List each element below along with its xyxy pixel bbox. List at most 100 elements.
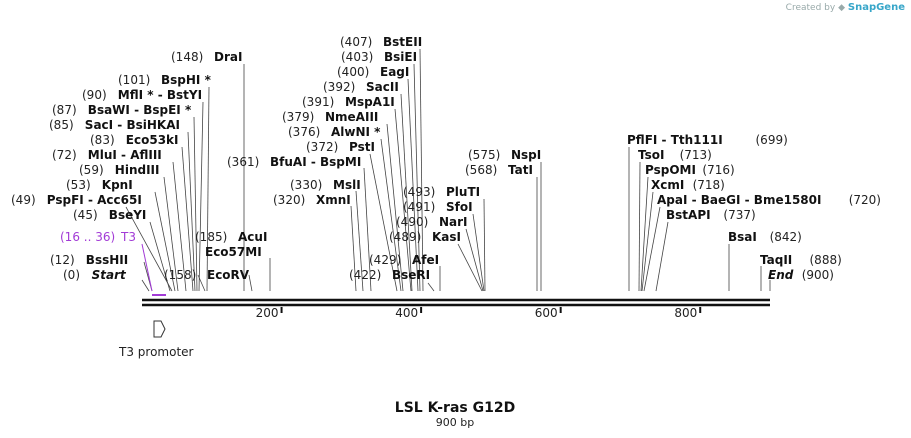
site-position: (720) bbox=[849, 193, 881, 207]
site-position: (900) bbox=[802, 268, 834, 282]
site-bfuai-bspmi[interactable]: (361) BfuAI - BspMI bbox=[227, 155, 361, 169]
site-position: (491) bbox=[403, 200, 435, 214]
site-position: (575) bbox=[468, 148, 500, 162]
connector-pspfi bbox=[125, 206, 173, 292]
site-position: (403) bbox=[341, 50, 373, 64]
site-pspfi-acc65i[interactable]: (49) PspFI - Acc65I bbox=[11, 193, 142, 207]
site-bseri[interactable]: (422) BseRI bbox=[349, 268, 430, 282]
site-taqii[interactable]: TaqII (888) bbox=[760, 253, 842, 267]
site-sacii[interactable]: (392) SacII bbox=[323, 80, 399, 94]
site-bsawi-bspei[interactable]: (87) BsaWI - BspEI * bbox=[52, 103, 192, 117]
site-position: (888) bbox=[810, 253, 842, 267]
connector-kasi bbox=[457, 243, 483, 292]
site-pflfi-tth111i[interactable]: PflFI - Tth111I (699) bbox=[627, 133, 788, 147]
site-bseyi[interactable]: (45) BseYI bbox=[73, 208, 146, 222]
site-name: MluI - AflIII bbox=[88, 148, 162, 162]
site-tsoi[interactable]: TsoI (713) bbox=[638, 148, 712, 162]
site-sfoi[interactable]: (491) SfoI bbox=[403, 200, 473, 214]
site-position: (699) bbox=[756, 133, 788, 147]
connector-sacii bbox=[400, 93, 413, 292]
connector-tsoi bbox=[638, 161, 641, 292]
site-mfli-bstyi[interactable]: (90) MflI * - BstYI bbox=[82, 88, 202, 102]
primer-t3[interactable]: (16 .. 36) T3 bbox=[60, 230, 166, 296]
site-name: PflFI - Tth111I bbox=[627, 133, 723, 147]
site-position: (376) bbox=[288, 125, 320, 139]
site-eco53ki[interactable]: (83) Eco53kI bbox=[90, 133, 179, 147]
site-position: (400) bbox=[337, 65, 369, 79]
site-name: TatI bbox=[508, 163, 533, 177]
site-nari[interactable]: (490) NarI bbox=[396, 215, 468, 229]
site-eco57mi[interactable]: Eco57MI bbox=[205, 245, 262, 259]
site-bsiei[interactable]: (403) BsiEI bbox=[341, 50, 417, 64]
site-name: Eco53kI bbox=[126, 133, 179, 147]
site-name: BsaWI - BspEI * bbox=[88, 103, 192, 117]
connector-bsawi bbox=[193, 116, 198, 292]
site-nmeaiii[interactable]: (379) NmeAIII bbox=[282, 110, 378, 124]
connector-bsiei bbox=[413, 63, 421, 292]
site-bstapi[interactable]: BstAPI (737) bbox=[666, 208, 756, 222]
site-drai[interactable]: (148) DraI bbox=[171, 50, 242, 64]
connector-acui bbox=[248, 274, 253, 292]
connector-lines bbox=[125, 48, 771, 292]
site-afei[interactable]: (429) AfeI bbox=[369, 253, 439, 267]
site-msli[interactable]: (330) MslI bbox=[290, 178, 361, 192]
connector-mfli bbox=[198, 101, 204, 292]
site-position: (429) bbox=[369, 253, 401, 267]
site-name: TsoI bbox=[638, 148, 664, 162]
site-position: (0) bbox=[63, 268, 80, 282]
credit-prefix: Created by bbox=[785, 3, 836, 13]
site-pluti[interactable]: (493) PluTI bbox=[403, 185, 480, 199]
site-name: KpnI bbox=[102, 178, 133, 192]
connector-nmeaiii bbox=[386, 123, 404, 292]
site-pspomi[interactable]: PspOMI (716) bbox=[645, 163, 735, 177]
site-position: (713) bbox=[680, 148, 712, 162]
site-acui[interactable]: (185) AcuI bbox=[195, 230, 267, 244]
site-name: BssHII bbox=[86, 253, 128, 267]
site-bsai[interactable]: BsaI (842) bbox=[728, 230, 802, 244]
site-kasi[interactable]: (489) KasI bbox=[389, 230, 461, 244]
site-hindiii[interactable]: (59) HindIII bbox=[79, 163, 159, 177]
feature-t3-promoter[interactable]: T3 promoter bbox=[118, 320, 194, 359]
site-position: (716) bbox=[702, 163, 734, 177]
site-name: PluTI bbox=[446, 185, 480, 199]
site-psti[interactable]: (372) PstI bbox=[306, 140, 375, 154]
site-name: BfuAI - BspMI bbox=[270, 155, 361, 169]
site-saci-bsihkai[interactable]: (85) SacI - BsiHKAI bbox=[49, 118, 180, 132]
site-name: SacI - BsiHKAI bbox=[85, 118, 180, 132]
site-nspi[interactable]: (575) NspI bbox=[468, 148, 541, 162]
site-name: DraI bbox=[214, 50, 242, 64]
site-position: (72) bbox=[52, 148, 77, 162]
site-position: (392) bbox=[323, 80, 355, 94]
primer-position: (16 .. 36) bbox=[60, 230, 115, 244]
site-mspa1i[interactable]: (391) MspA1I bbox=[302, 95, 395, 109]
site-end[interactable]: End (900) bbox=[768, 268, 834, 282]
site-position: (361) bbox=[227, 155, 259, 169]
site-bsphi[interactable]: (101) BspHI * bbox=[118, 73, 212, 87]
site-name: AcuI bbox=[238, 230, 267, 244]
site-name: KasI bbox=[432, 230, 461, 244]
site-xcmi[interactable]: XcmI (718) bbox=[651, 178, 725, 192]
site-xmni[interactable]: (320) XmnI bbox=[273, 193, 351, 207]
site-mlui-afliii[interactable]: (72) MluI - AflIII bbox=[52, 148, 162, 162]
site-name: BseRI bbox=[392, 268, 430, 282]
site-name: BstAPI bbox=[666, 208, 711, 222]
site-kpni[interactable]: (53) KpnI bbox=[66, 178, 133, 192]
feature-label: T3 promoter bbox=[118, 345, 194, 359]
site-apai-baegi-bme1580i[interactable]: ApaI - BaeGI - Bme1580I (720) bbox=[657, 193, 881, 207]
connector-bseri bbox=[427, 282, 435, 292]
site-bsshii[interactable]: (12) BssHII bbox=[50, 253, 128, 267]
site-name: MslI bbox=[333, 178, 361, 192]
site-position: (45) bbox=[73, 208, 98, 222]
dna-backbone bbox=[142, 298, 770, 307]
site-name: NspI bbox=[511, 148, 541, 162]
site-start[interactable]: (0) Start bbox=[63, 268, 127, 282]
site-position: (101) bbox=[118, 73, 150, 87]
site-alwni[interactable]: (376) AlwNI * bbox=[288, 125, 381, 139]
site-name: XmnI bbox=[316, 193, 351, 207]
site-bsteii[interactable]: (407) BstEII bbox=[340, 35, 422, 49]
site-eagi[interactable]: (400) EagI bbox=[337, 65, 409, 79]
site-ecorv[interactable]: (158) EcoRV bbox=[164, 268, 250, 282]
map-length: 900 bp bbox=[436, 416, 474, 429]
site-tati[interactable]: (568) TatI bbox=[465, 163, 533, 177]
